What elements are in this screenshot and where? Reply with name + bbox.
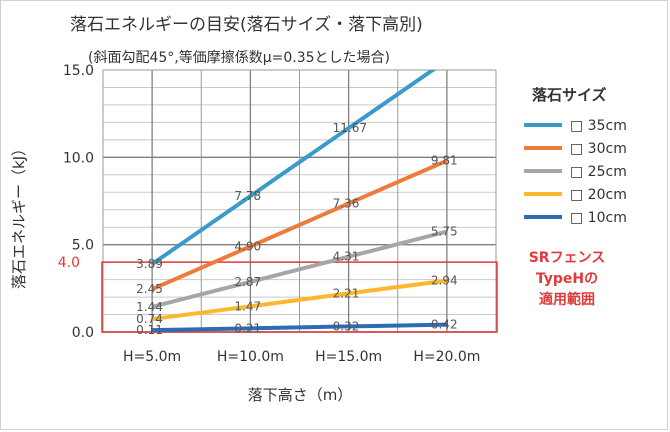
legend-label: □ 20cm [570,187,627,203]
y-tick-label: 0.0 [72,325,94,341]
data-label: 4.31 [333,250,360,264]
threshold-group: 4.0 [58,255,498,333]
data-label: 0.32 [333,319,360,333]
x-axis-ticks: H=5.0m H=10.0m H=15.0m H=20.0m [123,349,480,365]
data-label: 9.81 [431,154,458,168]
x-tick-label: H=10.0m [217,349,284,365]
data-label: 2.87 [234,275,261,289]
series-line-3 [151,278,448,322]
legend: 落石サイズ □ 35cm □ 30cm □ 25cm □ 20cm □ 10cm [524,86,627,226]
legend-title: 落石サイズ [532,86,607,104]
data-label: 0.21 [234,321,261,335]
legend-label: □ 35cm [570,118,627,134]
threshold-box [101,261,498,333]
x-tick-label: H=5.0m [123,349,181,365]
y-axis-ticks: 0.0 5.0 10.0 15.0 [63,63,94,341]
data-label: 4.90 [234,239,261,253]
series-line-4 [152,322,447,332]
data-label: 0.74 [136,312,163,326]
legend-label: □ 10cm [570,210,627,226]
y-tick-label: 5.0 [72,238,94,254]
y-tick-label: 15.0 [63,63,94,79]
data-labels: 3.89 7.78 11.67 2.45 4.90 7.36 9.81 1.44 2.87 4.3… [136,121,457,337]
series-line-0 [150,70,437,266]
data-label: 5.75 [431,225,458,239]
x-tick-label: H=20.0m [413,349,480,365]
chart-subtitle: (斜面勾配45°,等価摩擦係数μ=0.35とした場合) [88,49,390,66]
series-lines [150,70,448,332]
legend-label: □ 25cm [570,164,627,180]
annotation-line: 適用範囲 [539,291,595,308]
data-label: 11.67 [333,121,367,135]
data-label: 7.78 [234,189,261,203]
data-label: 2.21 [333,286,360,300]
data-label: 3.89 [136,257,163,271]
x-axis-title: 落下高さ（m） [248,386,353,404]
data-label: 1.44 [136,300,163,314]
annotation-line: TypeHの [536,271,598,287]
y-tick-label: 10.0 [63,150,94,166]
data-label: 7.36 [333,196,360,210]
threshold-label: 4.0 [58,255,80,271]
data-label: 2.94 [431,274,458,288]
legend-label: □ 30cm [570,141,627,157]
x-tick-label: H=15.0m [315,349,382,365]
data-label: 0.11 [136,323,163,337]
data-label: 1.47 [234,299,261,313]
data-label: 0.42 [431,318,458,332]
chart-title: 落石エネルギーの目安(落石サイズ・落下高別) [70,15,423,35]
series-line-2 [151,229,448,309]
series-line-1 [151,158,448,292]
annotation-line: SRフェンス [529,250,606,266]
y-axis-title: 落石エネルギー（kJ） [10,141,28,289]
data-label: 2.45 [136,282,163,296]
